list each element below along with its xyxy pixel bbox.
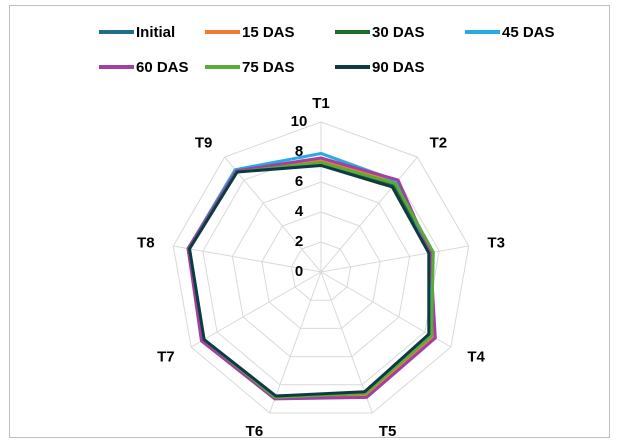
r-tick-label: 4 xyxy=(295,203,304,220)
grid-ring xyxy=(290,241,352,301)
legend-label: 15 DAS xyxy=(242,24,295,41)
axis-label: T5 xyxy=(379,423,397,440)
chart-border xyxy=(9,5,610,438)
r-tick-label: 8 xyxy=(295,143,303,160)
r-tick-label: 6 xyxy=(295,173,303,190)
axis-label: T9 xyxy=(195,135,213,152)
spoke xyxy=(320,156,418,273)
spoke xyxy=(173,245,322,273)
axis-label: T4 xyxy=(467,348,485,365)
r-tick-label: 10 xyxy=(291,113,308,130)
axis-label: T3 xyxy=(487,235,505,252)
axis-label: T1 xyxy=(312,95,330,112)
grid-ring xyxy=(172,121,470,414)
legend-label: 30 DAS xyxy=(372,24,425,41)
grid-ring xyxy=(231,181,411,358)
legend-label: 75 DAS xyxy=(242,59,295,76)
spoke xyxy=(320,271,373,414)
axis-label: T7 xyxy=(157,348,175,365)
legend-label: Initial xyxy=(136,24,175,41)
series-line xyxy=(188,164,431,398)
spoke xyxy=(224,156,322,273)
legend-label: 45 DAS xyxy=(502,24,555,41)
axis-label: T8 xyxy=(137,235,155,252)
axis-label: T6 xyxy=(246,423,264,440)
legend-label: 90 DAS xyxy=(372,59,425,76)
grid-ring xyxy=(261,211,381,329)
legend-label: 60 DAS xyxy=(136,59,189,76)
r-tick-label: 0 xyxy=(295,263,303,280)
r-tick-label: 2 xyxy=(295,233,303,250)
axis-label: T2 xyxy=(430,135,448,152)
spoke xyxy=(190,271,322,348)
spoke xyxy=(269,271,322,414)
spoke xyxy=(320,245,469,273)
grid-ring xyxy=(202,151,440,386)
